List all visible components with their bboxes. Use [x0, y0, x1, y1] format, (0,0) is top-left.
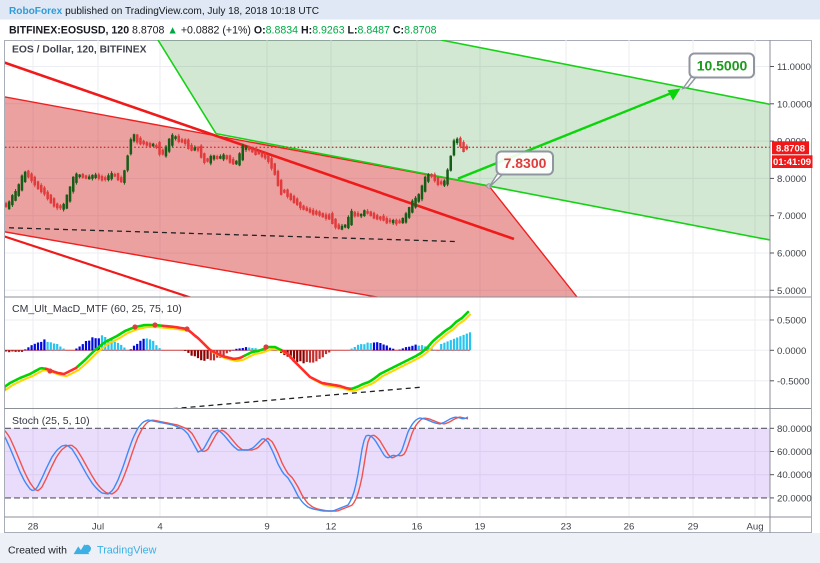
svg-text:12: 12	[326, 522, 337, 533]
svg-text:Jul: Jul	[92, 522, 104, 533]
svg-text:7.8300: 7.8300	[504, 155, 547, 171]
svg-text:0.0000: 0.0000	[777, 346, 806, 357]
svg-text:80.0000: 80.0000	[777, 424, 812, 435]
svg-text:16: 16	[412, 522, 423, 533]
svg-text:9: 9	[264, 522, 269, 533]
svg-text:40.0000: 40.0000	[777, 470, 812, 481]
svg-text:23: 23	[561, 522, 572, 533]
svg-text:8.0000: 8.0000	[777, 174, 806, 185]
svg-text:CM_Ult_MacD_MTF (60, 25, 75, 1: CM_Ult_MacD_MTF (60, 25, 75, 10)	[12, 303, 182, 315]
svg-text:26: 26	[624, 522, 635, 533]
svg-text:0.5000: 0.5000	[777, 316, 806, 327]
svg-text:Created with: Created with	[8, 545, 67, 557]
svg-text:11.0000: 11.0000	[777, 62, 811, 73]
svg-text:8.8708: 8.8708	[776, 143, 805, 154]
svg-text:EOS / Dollar, 120, BITFINEX: EOS / Dollar, 120, BITFINEX	[12, 44, 147, 55]
svg-text:60.0000: 60.0000	[777, 447, 812, 458]
svg-text:6.0000: 6.0000	[777, 249, 806, 260]
svg-text:19: 19	[475, 522, 486, 533]
svg-text:BITFINEX:EOSUSD, 120 8.8708 ▲: BITFINEX:EOSUSD, 120 8.8708 ▲ +0.0882 (+…	[9, 25, 437, 37]
svg-text:Stoch (25, 5, 10): Stoch (25, 5, 10)	[12, 415, 90, 427]
svg-text:28: 28	[28, 522, 39, 533]
svg-text:5.0000: 5.0000	[777, 286, 806, 297]
svg-text:29: 29	[688, 522, 699, 533]
svg-text:10.5000: 10.5000	[697, 58, 748, 74]
svg-text:10.0000: 10.0000	[777, 99, 812, 110]
svg-text:01:41:09: 01:41:09	[773, 157, 811, 168]
svg-text:20.0000: 20.0000	[777, 493, 812, 504]
svg-text:4: 4	[157, 522, 163, 533]
svg-text:Aug: Aug	[746, 522, 763, 533]
svg-text:RoboForex published on Trading: RoboForex published on TradingView.com, …	[9, 6, 319, 17]
svg-text:-0.5000: -0.5000	[777, 376, 810, 387]
svg-text:TradingView: TradingView	[97, 545, 157, 557]
svg-text:7.0000: 7.0000	[777, 211, 806, 222]
